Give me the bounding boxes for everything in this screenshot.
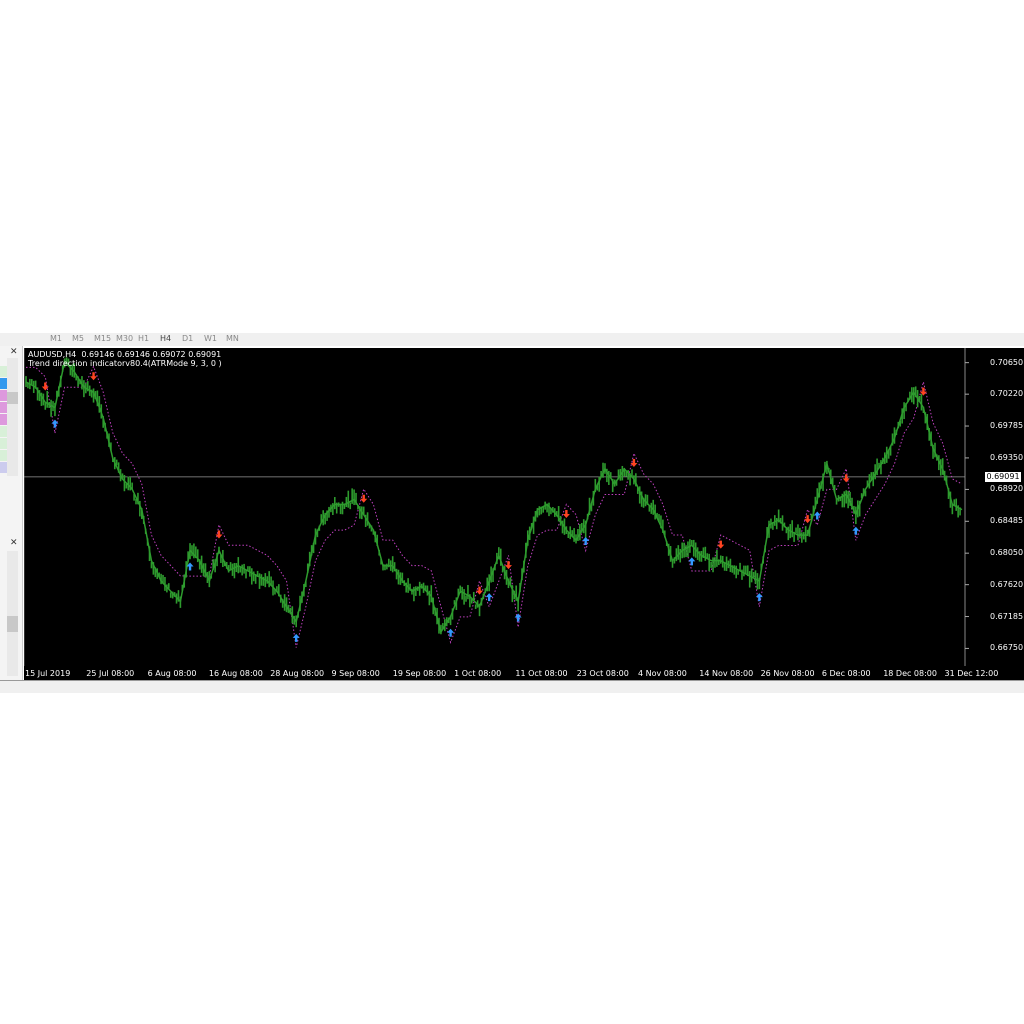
y-tick-label: 0.67185 xyxy=(990,611,1024,621)
x-tick-label: 11 Oct 08:00 xyxy=(515,669,568,678)
symbol-info: AUDUSD,H4 0.69146 0.69146 0.69072 0.6909… xyxy=(28,350,222,359)
timeframe-w1[interactable]: W1 xyxy=(204,334,217,343)
y-tick-label: 0.68485 xyxy=(990,516,1024,526)
x-tick-label: 18 Dec 08:00 xyxy=(883,669,937,678)
time-axis: 15 Jul 2019 25 Jul 08:00 6 Aug 08:00 16 Aug… xyxy=(24,666,1024,680)
down-arrow-icon xyxy=(215,530,223,539)
scrollbar-thumb[interactable] xyxy=(7,392,18,404)
x-tick-label: 15 Jul 2019 xyxy=(25,669,71,678)
timeframe-m15[interactable]: M15 xyxy=(94,334,112,343)
x-tick-label: 28 Aug 08:00 xyxy=(270,669,325,678)
down-arrow-icon xyxy=(717,540,725,549)
up-arrow-icon xyxy=(51,419,59,428)
list-item[interactable] xyxy=(0,402,7,413)
up-arrow-icon xyxy=(485,593,493,602)
down-arrow-icon xyxy=(630,459,638,468)
up-arrow-icon xyxy=(755,593,763,602)
y-tick-label: 0.70650 xyxy=(990,357,1024,367)
scrollbar[interactable] xyxy=(7,358,18,476)
close-icon[interactable]: ✕ xyxy=(10,538,18,548)
list-item[interactable] xyxy=(0,414,7,425)
list-item[interactable] xyxy=(0,366,7,377)
up-arrow-icon xyxy=(292,633,300,642)
up-arrow-icon xyxy=(852,526,860,535)
down-arrow-icon xyxy=(504,561,512,570)
x-tick-label: 23 Oct 08:00 xyxy=(576,669,629,678)
price-line xyxy=(25,360,963,634)
x-tick-label: 9 Sep 08:00 xyxy=(331,669,380,678)
y-tick-label: 0.69350 xyxy=(990,452,1024,462)
x-tick-label: 31 Dec 12:00 xyxy=(944,669,999,678)
y-tick-label: 0.69785 xyxy=(990,421,1024,431)
close-icon[interactable]: ✕ xyxy=(10,347,18,357)
timeframe-h1[interactable]: H1 xyxy=(138,334,150,343)
list-item[interactable] xyxy=(0,462,7,473)
y-tick-label: 0.68050 xyxy=(990,548,1024,558)
current-price-label: 0.69091 xyxy=(985,471,1021,482)
list-item[interactable] xyxy=(0,438,7,449)
down-arrow-icon xyxy=(41,382,49,391)
list-item[interactable] xyxy=(0,450,7,461)
timeframe-d1[interactable]: D1 xyxy=(182,334,194,343)
x-tick-label: 19 Sep 08:00 xyxy=(392,669,447,678)
timeframe-m30[interactable]: M30 xyxy=(116,334,134,343)
price-chart[interactable]: AUDUSD,H4 0.69146 0.69146 0.69072 0.6909… xyxy=(24,348,1024,666)
x-tick-label: 1 Oct 08:00 xyxy=(454,669,502,678)
up-arrow-icon xyxy=(514,613,522,622)
up-arrow-icon xyxy=(186,562,194,571)
list-item[interactable] xyxy=(0,378,7,389)
trailing-stop-line xyxy=(26,365,963,648)
timeframe-h4[interactable]: H4 xyxy=(160,334,172,343)
y-tick-label: 0.67620 xyxy=(990,579,1024,589)
up-arrow-icon xyxy=(447,628,455,637)
down-arrow-icon xyxy=(360,494,368,503)
x-tick-label: 26 Nov 08:00 xyxy=(760,669,815,678)
x-tick-label: 6 Dec 08:00 xyxy=(821,669,871,678)
up-arrow-icon xyxy=(813,511,821,520)
down-arrow-icon xyxy=(476,586,484,595)
x-tick-label: 6 Aug 08:00 xyxy=(147,669,197,678)
timeframe-toolbar: M1 M5 M15 M30 H1 H4 D1 W1 MN xyxy=(0,333,1024,346)
y-tick-label: 0.68920 xyxy=(990,484,1024,494)
timeframe-mn[interactable]: MN xyxy=(226,334,239,343)
y-tick-label: 0.66750 xyxy=(990,643,1024,653)
down-arrow-icon xyxy=(90,372,98,381)
scrollbar-thumb[interactable] xyxy=(7,616,18,632)
down-arrow-icon xyxy=(919,387,927,396)
down-arrow-icon xyxy=(562,510,570,519)
scrollbar[interactable] xyxy=(7,551,18,676)
list-item[interactable] xyxy=(0,426,7,437)
navigator-panel: ✕ ✕ xyxy=(0,346,23,686)
chart-tabs-bar xyxy=(0,680,1024,693)
list-item[interactable] xyxy=(0,390,7,401)
x-tick-label: 25 Jul 08:00 xyxy=(86,669,135,678)
y-tick-label: 0.70220 xyxy=(990,389,1024,399)
timeframe-m5[interactable]: M5 xyxy=(72,334,84,343)
x-tick-label: 4 Nov 08:00 xyxy=(638,669,687,678)
x-tick-label: 14 Nov 08:00 xyxy=(699,669,754,678)
up-arrow-icon xyxy=(688,557,696,566)
up-arrow-icon xyxy=(582,536,590,545)
chart-plot xyxy=(24,348,969,666)
x-tick-label: 16 Aug 08:00 xyxy=(208,669,263,678)
indicator-info: Trend direction indicatorv80.4(ATRMode 9… xyxy=(28,359,222,368)
timeframe-m1[interactable]: M1 xyxy=(50,334,62,343)
down-arrow-icon xyxy=(804,515,812,524)
down-arrow-icon xyxy=(842,474,850,483)
